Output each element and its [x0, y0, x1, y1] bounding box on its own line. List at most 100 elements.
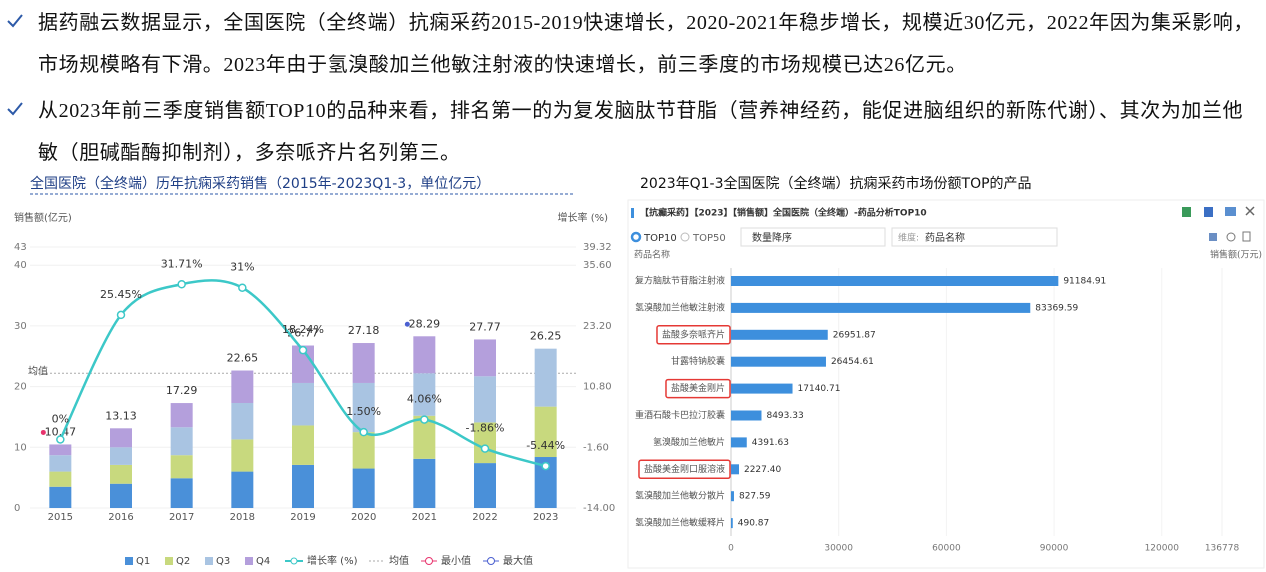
legend-label: Q2 — [176, 556, 190, 567]
legend-label: Q1 — [136, 556, 150, 567]
legend-dot — [425, 557, 433, 565]
sort-dropdown[interactable] — [740, 227, 886, 247]
bar-segment — [413, 336, 436, 374]
legend-dot — [290, 557, 298, 565]
growth-label: 31.71% — [161, 257, 203, 270]
tool-icon[interactable] — [1226, 232, 1236, 242]
bullet-text: 据药融云数据显示，全国医院（全终端）抗痫采药2015-2019快速增长，2020… — [38, 12, 1254, 76]
bar-segment — [292, 345, 314, 383]
radio-off[interactable] — [680, 232, 690, 242]
legend-dot — [487, 557, 495, 565]
growth-label: -5.44% — [526, 439, 565, 452]
legend-label: 均值 — [389, 554, 409, 567]
average-label: 均值 — [28, 364, 48, 377]
x-tick-label: 2017 — [169, 512, 194, 523]
y2-axis-label: 增长率 (%) — [558, 211, 609, 224]
y-tick-label: 20 — [14, 382, 27, 393]
x-tick-label: 2019 — [290, 512, 315, 523]
value-label: 91184.91 — [1063, 277, 1106, 287]
bar-segment — [413, 373, 436, 416]
x-tick-label: 120000 — [1145, 544, 1180, 554]
growth-label: 1.50% — [346, 405, 381, 418]
legend-swatch — [125, 557, 133, 565]
total-label: 17.29 — [166, 384, 198, 397]
x-tick-label: 136778 — [1205, 544, 1240, 554]
x-tick-label: 2020 — [351, 512, 376, 523]
y2-tick-label: 35.60 — [583, 260, 612, 271]
dimension-dropdown[interactable] — [891, 227, 1058, 247]
bar-segment — [352, 343, 375, 383]
dropdown-label: 维度: — [898, 232, 919, 244]
radio-label: TOP50 — [692, 233, 726, 244]
growth-point — [420, 415, 429, 424]
tool-icon[interactable] — [1182, 207, 1191, 217]
dropdown-label: 数量降序 — [752, 231, 792, 244]
legend-swatch — [205, 557, 213, 565]
panel-marker — [631, 208, 634, 218]
y2-tick-label: -14.00 — [583, 503, 615, 514]
bar — [731, 464, 739, 475]
bar-segment — [231, 439, 254, 472]
x-tick-label: 2022 — [472, 512, 497, 523]
bullet-text: 从2023年前三季度销售额TOP10的品种来看，排名第一的为复发脑肽节苷脂（营养… — [38, 100, 1244, 164]
growth-point — [480, 444, 490, 453]
total-label: 27.77 — [469, 320, 501, 333]
x-tick-label: 60000 — [932, 544, 961, 554]
tool-icon[interactable] — [1204, 207, 1213, 217]
bar — [731, 410, 762, 421]
bar-segment — [474, 339, 496, 377]
category-label: 盐酸美金刚口服溶液 — [644, 463, 725, 475]
bar-segment — [170, 455, 193, 479]
x-tick-label: 2021 — [412, 512, 437, 523]
value-label: 26454.61 — [831, 357, 874, 367]
category-label: 氢溴酸加兰他敏分散片 — [635, 490, 725, 502]
x-tick-label: 90000 — [1040, 544, 1069, 554]
dropdown-label: 药品名称 — [925, 231, 965, 244]
bar-segment — [413, 415, 436, 459]
value-label: 4391.63 — [752, 438, 789, 448]
bar-segment — [474, 376, 496, 423]
bar-segment — [110, 464, 132, 484]
category-label: 盐酸多奈哌齐片 — [662, 328, 725, 340]
x-tick-label: 0 — [728, 544, 734, 554]
growth-point — [298, 345, 308, 355]
growth-label: 31% — [230, 261, 254, 274]
value-label: 2227.40 — [744, 465, 781, 475]
close-icon[interactable] — [1245, 206, 1255, 216]
x-tick-label: 2015 — [48, 512, 73, 523]
extreme-marker — [40, 429, 46, 435]
tool-icon[interactable] — [1242, 231, 1251, 242]
value-label: 827.59 — [739, 492, 771, 502]
value-label: 83369.59 — [1035, 303, 1078, 313]
bar — [731, 276, 1059, 286]
y-tick-label: 0 — [14, 503, 20, 514]
value-label: 490.87 — [738, 519, 770, 529]
bar-segment — [534, 457, 557, 508]
bullet: 据药融云数据显示，全国医院（全终端）抗痫采药2015-2019快速增长，2020… — [6, 2, 1256, 86]
total-label: 10.47 — [45, 425, 77, 438]
y2-tick-label: -1.60 — [583, 442, 609, 453]
category-label: 氢溴酸加兰他敏缓释片 — [635, 517, 725, 529]
bar-segment — [231, 471, 254, 508]
x-axis-label: 销售额(万元) — [1210, 249, 1262, 261]
highlight-box — [665, 378, 731, 399]
growth-label: -1.86% — [466, 422, 505, 435]
check-icon — [7, 14, 23, 28]
radio-on[interactable] — [630, 231, 642, 243]
growth-point — [359, 427, 368, 437]
growth-label: 4.06% — [407, 393, 442, 406]
bar-segment — [110, 483, 132, 508]
bullet: 从2023年前三季度销售额TOP10的品种来看，排名第一的为复发脑肽节苷脂（营养… — [6, 90, 1256, 174]
radio-label: TOP10 — [643, 233, 677, 244]
tool-icon[interactable] — [1225, 207, 1236, 216]
bar-segment — [231, 370, 254, 403]
total-label: 26.77 — [287, 327, 319, 340]
bar-segment — [352, 468, 375, 508]
total-label: 26.25 — [530, 330, 562, 343]
bar — [731, 383, 793, 394]
total-label: 28.29 — [409, 317, 441, 330]
tool-icon[interactable] — [1209, 233, 1217, 241]
legend-label: Q3 — [216, 556, 230, 567]
bar-segment — [292, 464, 314, 508]
